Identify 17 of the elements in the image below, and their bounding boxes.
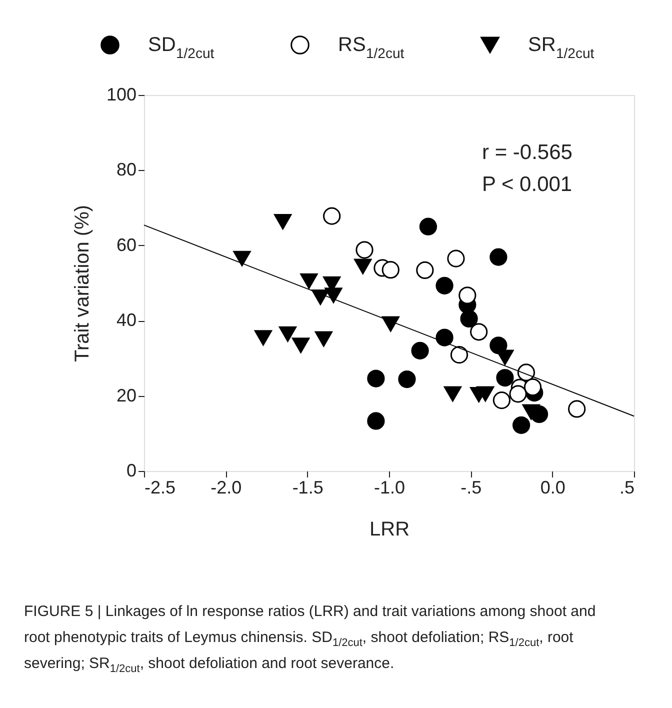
y-tick-label: 40 [116, 310, 136, 330]
y-tick-label: 20 [116, 385, 136, 406]
x-tick-label: .5 [619, 478, 634, 498]
x-tick-label: -2.5 [144, 478, 176, 498]
y-tick-label: 0 [126, 460, 136, 480]
x-tick-label: -2.0 [210, 478, 242, 498]
x-axis-title: LRR [369, 518, 410, 540]
annotation: r = -0.565 [482, 141, 572, 164]
y-tick-label: 60 [116, 234, 136, 255]
y-tick-label: 80 [116, 160, 136, 180]
x-tick-label: -1.0 [374, 478, 406, 498]
y-axis-title: Trait variation (%) [71, 204, 94, 362]
annotation: P < 0.001 [482, 173, 572, 196]
x-tick-label: 0.0 [540, 478, 566, 498]
y-tick-label: 100 [106, 84, 136, 104]
x-tick-label: -1.5 [292, 478, 324, 498]
x-tick-label: -.5 [460, 478, 482, 498]
